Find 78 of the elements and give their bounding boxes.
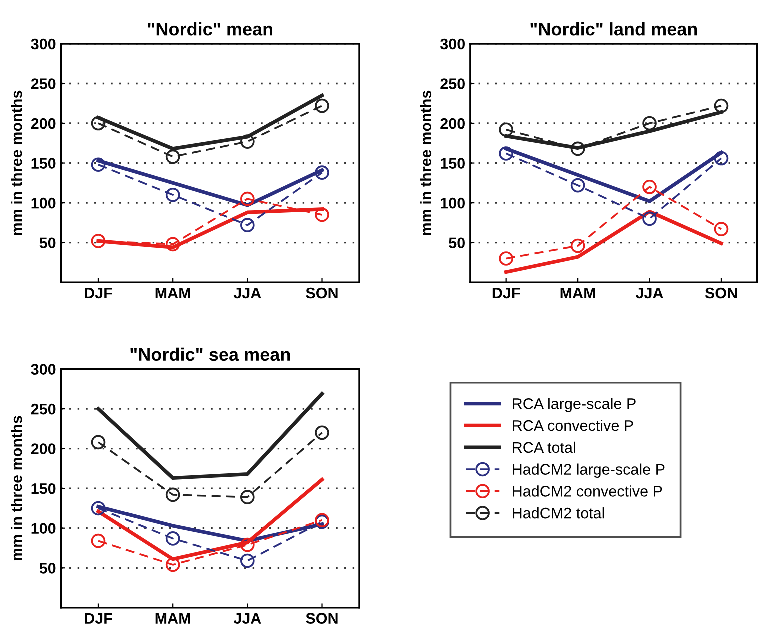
legend-label: RCA large-scale P xyxy=(513,398,636,412)
point xyxy=(166,237,180,252)
y-tick-label: 200 xyxy=(440,118,465,130)
y-tick-label: 150 xyxy=(32,158,56,169)
x-tick-label: SON xyxy=(306,613,338,624)
point xyxy=(166,488,180,502)
point xyxy=(714,98,729,114)
point xyxy=(166,532,180,546)
legend-label: HadCM2 large-scale P xyxy=(513,464,665,478)
legend-label: RCA total xyxy=(513,442,576,454)
legend-label: RCA convective P xyxy=(513,420,634,432)
y-axis-title: mm in three months xyxy=(11,416,22,561)
point xyxy=(240,192,255,206)
point xyxy=(91,435,106,450)
point xyxy=(570,238,586,254)
line-series xyxy=(504,210,724,274)
y-tick-label: 250 xyxy=(440,78,465,90)
y-tick-label: 100 xyxy=(32,523,56,534)
y-tick-label: 300 xyxy=(31,38,56,50)
y-tick-label: 200 xyxy=(31,118,56,130)
point xyxy=(714,222,729,236)
point xyxy=(166,188,180,202)
chart-title: "Nordic" sea mean xyxy=(130,348,290,362)
y-axis-title: mm in three months xyxy=(11,90,22,236)
point xyxy=(240,490,255,504)
x-tick-label: SON xyxy=(306,288,338,299)
point xyxy=(714,151,729,166)
x-tick-label: DJF xyxy=(492,288,520,299)
point xyxy=(315,166,330,180)
y-tick-label: 300 xyxy=(440,38,465,50)
point xyxy=(240,538,255,552)
point xyxy=(166,558,180,572)
point xyxy=(315,98,330,114)
point xyxy=(499,252,514,266)
y-tick-label: 100 xyxy=(441,198,465,209)
point xyxy=(499,122,514,138)
chart-title: "Nordic" land mean xyxy=(530,22,698,36)
y-tick-label: 250 xyxy=(31,78,56,90)
point xyxy=(642,180,657,194)
point xyxy=(91,534,106,548)
point xyxy=(91,234,106,248)
y-tick-label: 150 xyxy=(32,483,56,494)
point xyxy=(240,134,255,149)
x-tick-label: MAM xyxy=(560,288,596,299)
x-tick-label: SON xyxy=(705,288,738,299)
x-tick-label: JJA xyxy=(636,288,664,299)
point xyxy=(240,218,255,232)
x-tick-label: MAM xyxy=(156,288,190,299)
point xyxy=(570,142,586,156)
y-tick-label: 50 xyxy=(40,563,56,574)
y-tick-label: 200 xyxy=(31,444,56,454)
point xyxy=(91,501,106,516)
y-tick-label: 100 xyxy=(32,198,56,209)
point xyxy=(315,208,330,222)
line-series xyxy=(96,392,324,480)
x-tick-label: DJF xyxy=(85,613,112,624)
chart-title: "Nordic" mean xyxy=(148,22,273,36)
point xyxy=(570,178,586,193)
legend-label: HadCM2 convective P xyxy=(513,486,662,497)
point xyxy=(315,426,330,440)
legend-label: HadCM2 total xyxy=(513,508,604,519)
y-tick-label: 50 xyxy=(40,238,56,249)
x-tick-label: JJA xyxy=(234,288,262,299)
x-tick-label: DJF xyxy=(85,288,112,299)
point xyxy=(499,146,514,161)
x-tick-label: JJA xyxy=(234,613,262,624)
point xyxy=(91,158,106,172)
y-tick-label: 250 xyxy=(31,404,56,415)
point xyxy=(642,116,657,131)
point xyxy=(642,212,657,226)
point xyxy=(91,116,106,131)
y-tick-label: 300 xyxy=(31,364,56,375)
x-tick-label: MAM xyxy=(156,613,190,624)
y-tick-label: 150 xyxy=(441,158,465,169)
point xyxy=(166,150,180,164)
y-axis-title: mm in three months xyxy=(420,90,432,236)
point xyxy=(240,554,255,568)
y-tick-label: 50 xyxy=(449,238,465,249)
